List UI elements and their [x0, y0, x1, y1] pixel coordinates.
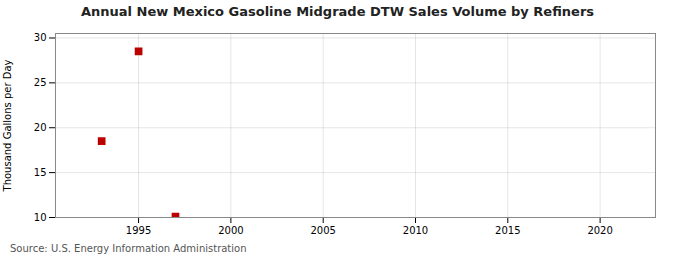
- html-text:Source: U.S. Energy Informatio: Source: U.S. Energy Information Administ…: [10, 243, 247, 254]
- svg-text:1995: 1995: [126, 225, 151, 236]
- svg-text:2005: 2005: [310, 225, 335, 236]
- svg-text:Thousand Gallons per Day: Thousand Gallons per Day: [2, 59, 13, 192]
- svg-text:2020: 2020: [587, 225, 612, 236]
- svg-text:2015: 2015: [495, 225, 520, 236]
- html-text:Annual New Mexico Gasoline Mid: Annual New Mexico Gasoline Midgrade DTW …: [81, 4, 594, 19]
- svg-text:2000: 2000: [218, 225, 243, 236]
- svg-text:20: 20: [34, 122, 47, 133]
- svg-text:10: 10: [34, 212, 47, 223]
- svg-text:2010: 2010: [403, 225, 428, 236]
- svg-text:25: 25: [34, 77, 47, 88]
- svg-text:15: 15: [34, 167, 47, 178]
- svg-text:30: 30: [34, 32, 47, 43]
